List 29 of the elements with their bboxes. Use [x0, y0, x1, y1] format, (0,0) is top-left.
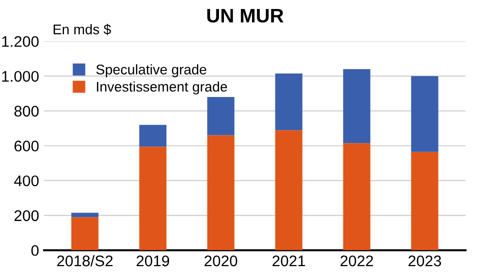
y-tick-label: 800: [14, 106, 39, 117]
chart-title: UN MUR: [207, 8, 284, 23]
y-axis-title: En mds $: [54, 24, 111, 36]
bar: [207, 96, 234, 136]
bar: [275, 73, 302, 130]
y-tick-label: 1.200: [2, 36, 39, 47]
bar: [411, 152, 438, 250]
bar: [71, 217, 98, 250]
x-tick-label: 2020: [204, 256, 238, 266]
bar: [343, 143, 370, 250]
x-tick-label: 2023: [408, 256, 442, 266]
bar: [139, 146, 166, 250]
y-tick-label: 0: [31, 245, 39, 256]
x-tick-label: 2022: [340, 256, 373, 266]
y-tick-label: 400: [14, 175, 39, 186]
bar: [411, 76, 438, 152]
y-tick-label: 1.000: [2, 70, 39, 82]
y-tick-label: 200: [14, 210, 39, 222]
legend-label: Speculative grade: [96, 64, 206, 78]
bar: [343, 69, 370, 144]
bar: [207, 135, 234, 250]
bar: [71, 212, 98, 218]
x-tick-label: 2021: [272, 256, 306, 266]
x-tick-label: 2019: [136, 256, 170, 266]
y-tick-label: 600: [14, 140, 39, 152]
legend-label: Investissement grade: [96, 81, 228, 94]
bar: [139, 124, 166, 147]
x-tick-label: 2018/S2: [57, 255, 113, 266]
bar: [275, 130, 302, 250]
